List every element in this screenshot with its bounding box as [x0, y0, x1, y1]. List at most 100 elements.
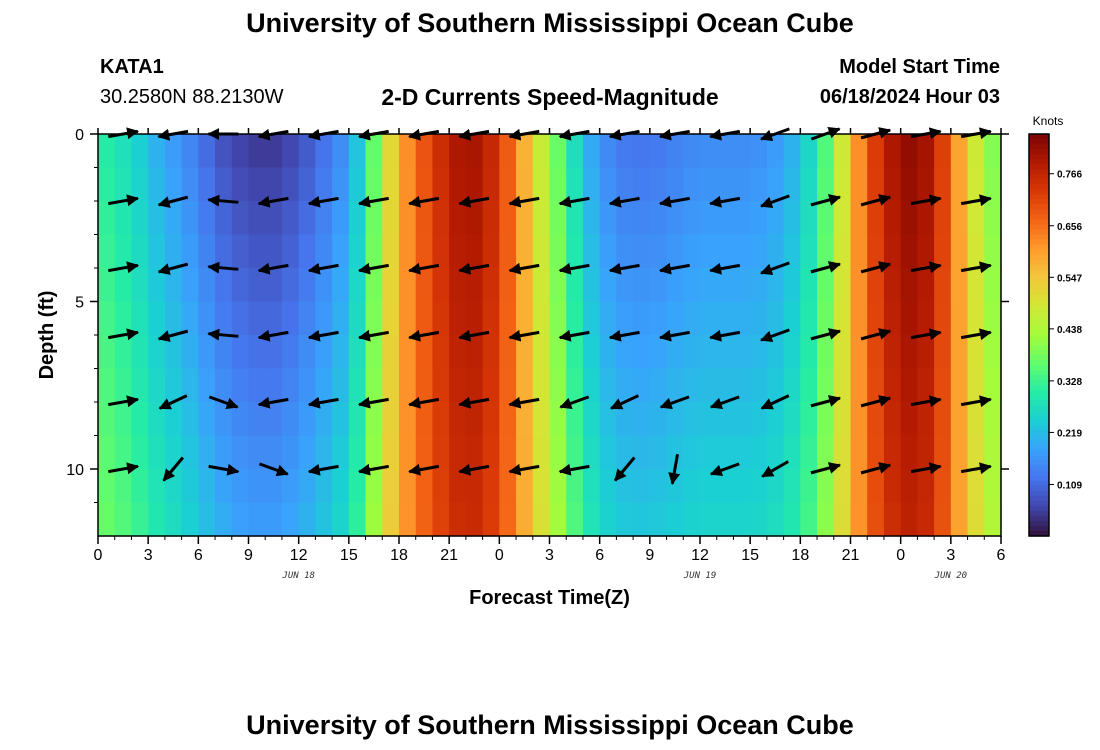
heatmap-cell	[449, 134, 467, 169]
heatmap-cell	[265, 134, 283, 169]
heatmap-cell	[917, 234, 935, 269]
heatmap-cell	[549, 301, 567, 336]
heatmap-cell	[482, 469, 500, 504]
current-vector	[709, 329, 741, 342]
heatmap-cell	[248, 234, 266, 269]
heatmap-cell	[766, 502, 785, 537]
heatmap-cell	[265, 268, 283, 303]
current-vector	[910, 328, 942, 341]
heatmap-cell	[566, 469, 584, 504]
heatmap-cell	[315, 402, 333, 437]
heatmap-cell	[231, 502, 250, 537]
heatmap-cell	[281, 134, 300, 169]
heatmap-cell	[382, 368, 400, 403]
heatmap-cell	[716, 134, 735, 169]
heatmap-cell	[198, 268, 216, 303]
heatmap-cell	[298, 234, 316, 269]
heatmap-cell	[967, 301, 985, 336]
heatmap-cell	[700, 134, 718, 169]
heatmap-cell	[967, 435, 985, 470]
heatmap-cell	[582, 201, 601, 236]
heatmap-cell	[716, 435, 735, 470]
heatmap-cell	[850, 335, 868, 370]
heatmap-cell	[315, 268, 333, 303]
colorbar-segment	[1029, 154, 1049, 160]
x-axis-title: Forecast Time(Z)	[469, 587, 630, 609]
heatmap-cell	[800, 502, 818, 537]
heatmap-cell	[666, 167, 684, 202]
heatmap-cell	[148, 134, 166, 169]
heatmap-cell	[733, 335, 751, 370]
colorbar-segment	[1029, 390, 1049, 396]
colorbar-segment	[1029, 249, 1049, 256]
heatmap-cell	[867, 201, 885, 236]
heatmap-cell	[766, 201, 785, 236]
heatmap-cell	[900, 167, 918, 202]
heatmap-cell	[432, 167, 450, 202]
heatmap-cell	[783, 301, 801, 336]
colorbar-segment	[1029, 335, 1049, 341]
heatmap-cell	[465, 234, 484, 269]
heatmap-cell	[215, 368, 233, 403]
heatmap-cell	[666, 301, 684, 336]
y-axis: 0 5 10	[66, 127, 1009, 503]
heatmap-cell	[499, 134, 517, 169]
heatmap-cell	[332, 301, 350, 336]
heatmap-cell	[532, 167, 551, 202]
heatmap-cell	[198, 234, 216, 269]
heatmap-cell	[399, 335, 417, 370]
heatmap-cell	[917, 469, 935, 504]
heatmap-cell	[248, 268, 266, 303]
heatmap-cell	[365, 268, 383, 303]
current-vector	[613, 456, 636, 482]
heatmap-cell	[449, 502, 467, 537]
heatmap-cell	[298, 435, 316, 470]
heatmap-cell	[532, 368, 551, 403]
heatmap-cell	[248, 301, 266, 336]
heatmap-cell	[666, 201, 684, 236]
heatmap-cell	[516, 469, 534, 504]
heatmap-cell	[114, 368, 133, 403]
heatmap-cell	[733, 435, 751, 470]
heatmap-cell	[800, 201, 818, 236]
heatmap-cell	[900, 368, 918, 403]
heatmap-cell	[582, 368, 601, 403]
heatmap-cell	[315, 201, 333, 236]
heatmap-cell	[98, 301, 116, 336]
heatmap-cell	[432, 301, 450, 336]
heatmap-cell	[265, 201, 283, 236]
heatmap-cell	[215, 402, 233, 437]
heatmap-cell	[549, 402, 567, 437]
heatmap-cell	[750, 301, 768, 336]
heatmap-cell	[850, 134, 868, 169]
colorbar-segment	[1029, 259, 1049, 266]
heatmap-cell	[131, 402, 149, 437]
heatmap-cell	[482, 301, 500, 336]
heatmap-cell	[616, 368, 634, 403]
heatmap-cell	[783, 502, 801, 537]
heatmap-cell	[950, 402, 969, 437]
heatmap-cell	[215, 134, 233, 169]
heatmap-cell	[716, 167, 735, 202]
heatmap-cell	[716, 368, 735, 403]
colorbar-segment	[1029, 385, 1049, 391]
heatmap-cell	[148, 469, 166, 504]
heatmap-cell	[766, 469, 785, 504]
heatmap-cell	[683, 435, 701, 470]
heatmap-cell	[449, 301, 467, 336]
heatmap-cell	[348, 167, 367, 202]
heatmap-cell	[934, 234, 952, 269]
heatmap-cell	[315, 469, 333, 504]
heatmap-cell	[131, 201, 149, 236]
heatmap-cell	[265, 469, 283, 504]
heatmap-cell	[499, 502, 517, 537]
heatmap-cell	[683, 134, 701, 169]
heatmap-cell	[984, 469, 1002, 504]
heatmap-cell	[984, 402, 1002, 437]
heatmap-cell	[114, 469, 133, 504]
colorbar-segment	[1029, 375, 1049, 381]
heatmap-cell	[231, 201, 250, 236]
colorbar-segment	[1029, 184, 1049, 190]
heatmap-cell	[783, 167, 801, 202]
colorbar-segment	[1029, 274, 1049, 281]
